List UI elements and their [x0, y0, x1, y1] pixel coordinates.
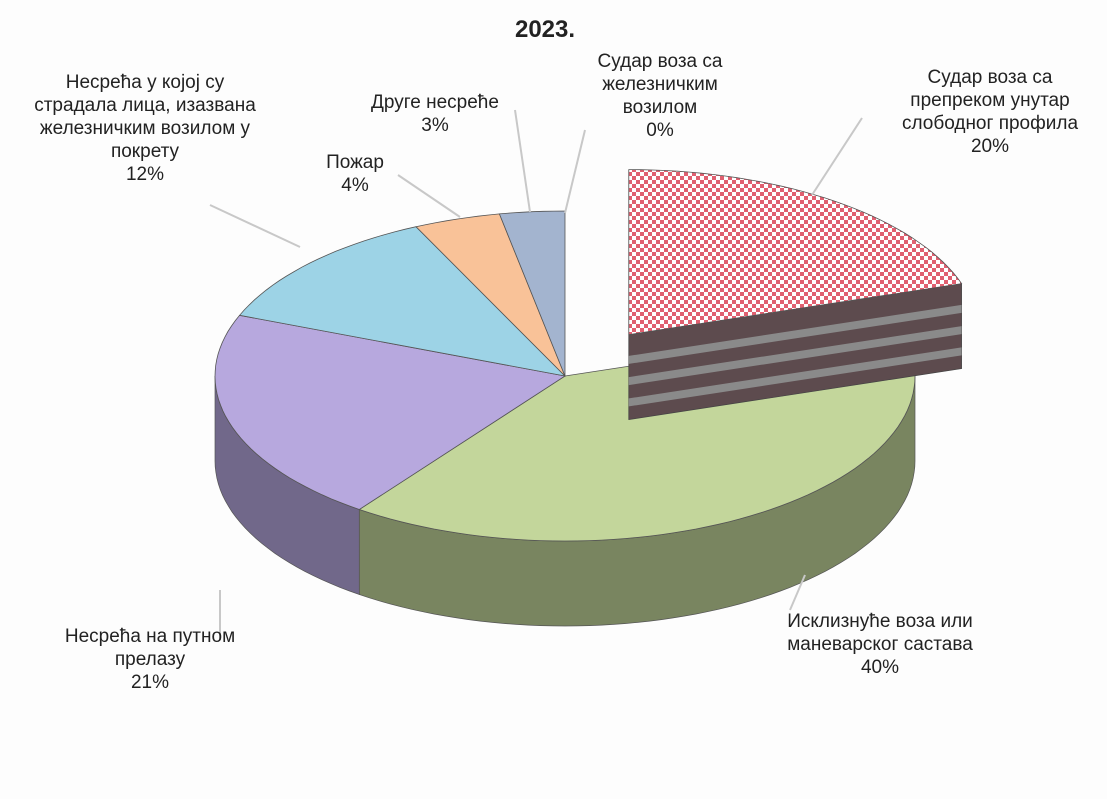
leader-line — [789, 574, 806, 611]
slice-label: Судар воза са железничким возилом 0% — [570, 50, 750, 142]
chart-title: 2023. — [514, 16, 576, 43]
category-label: Судар воза са препреком унутар слободног… — [901, 67, 1079, 134]
category-label: Несрећа на путном прелазу — [64, 626, 236, 670]
slice-label: Исклизнуће воза или маневарског састава 4… — [770, 610, 990, 679]
category-label: Несрећа у којој су страдала лица, изазва… — [34, 72, 256, 162]
slice-label: Пожар 4% — [300, 151, 410, 197]
slice — [498, 210, 566, 377]
leader-line — [209, 204, 301, 248]
slice — [214, 314, 567, 510]
category-label: Пожар — [326, 152, 384, 173]
leader-line — [514, 109, 531, 213]
value-label: 12% — [125, 164, 165, 185]
slice-label: Несрећа у којој су страдала лица, изазва… — [30, 71, 260, 186]
value-label: 21% — [130, 672, 170, 693]
leader-line — [397, 174, 461, 218]
leader-line — [811, 117, 863, 196]
slice-label: Несрећа на путном прелазу 21% — [40, 625, 260, 694]
slice — [415, 213, 566, 377]
value-label: 0% — [646, 120, 674, 141]
slice-side-stripe — [628, 347, 962, 407]
slice-side-stripe — [628, 304, 962, 364]
category-label: Судар воза са железничким возилом — [597, 51, 723, 118]
category-label: Исклизнуће воза или маневарског састава — [787, 611, 973, 655]
category-label: Друге несреће — [371, 92, 499, 113]
leader-line — [564, 129, 586, 214]
value-label: 3% — [421, 115, 449, 136]
slice-side-stripe — [628, 326, 962, 386]
value-label: 40% — [860, 657, 900, 678]
slice-label: Судар воза са препреком унутар слободног… — [885, 66, 1095, 158]
slice — [238, 226, 567, 377]
slice — [628, 169, 963, 336]
slice-label: Друге несреће 3% — [340, 91, 530, 137]
value-label: 4% — [341, 175, 369, 196]
value-label: 20% — [970, 136, 1010, 157]
